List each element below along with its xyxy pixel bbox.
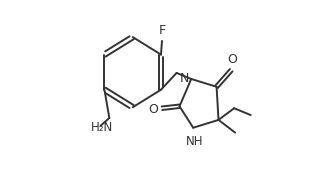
Text: O: O <box>227 53 237 66</box>
Text: NH: NH <box>185 135 203 148</box>
Text: N: N <box>179 72 189 84</box>
Text: H₂N: H₂N <box>91 121 113 134</box>
Text: F: F <box>158 24 166 37</box>
Text: O: O <box>148 103 158 116</box>
